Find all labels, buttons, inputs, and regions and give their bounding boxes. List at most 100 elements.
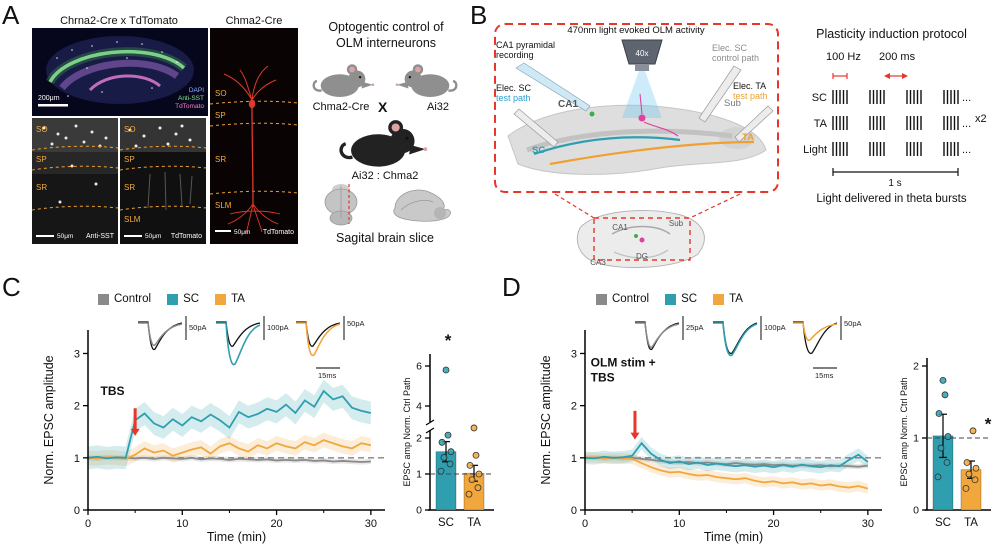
protocol-title: Plasticity induction protocol <box>816 27 967 41</box>
panel-c-bar-chart: 0 1 2 4 6 SC TA EPSC amp Norm. Ctrl Path * <box>402 331 494 529</box>
objective-magnification: 40x <box>636 49 649 58</box>
axis-break-mark <box>425 419 435 426</box>
image-caption: Anti-SST <box>86 233 115 240</box>
amplitude-scale-label: 50pA <box>189 323 207 332</box>
trace-post <box>713 322 758 357</box>
olm-neuron-drawing <box>223 65 281 235</box>
trace-inset-control: 50pA <box>138 316 207 351</box>
recording-schematic: 40x CA1 Sub DG CA3 <box>494 23 779 269</box>
mini-brain-schematic: CA1 Sub DG CA3 <box>576 209 705 269</box>
y-tick-label: 0 <box>571 505 577 517</box>
trace-post <box>793 322 838 342</box>
x-axis-label: Time (min) <box>704 530 763 544</box>
layer-label-sr: SR <box>215 155 226 164</box>
microscope-objective-icon <box>621 39 663 65</box>
y-axis-label: EPSC amp Norm. Ctrl Path <box>899 377 909 486</box>
stim-arrowhead <box>630 432 640 440</box>
data-point <box>475 470 483 478</box>
light-beam <box>622 71 662 118</box>
layer-label-sp: SP <box>124 155 135 164</box>
layer-boundary <box>32 205 118 211</box>
gap-arrowhead-left <box>884 73 890 79</box>
x-tick-label: 20 <box>767 518 779 530</box>
mini-olm-cell <box>639 237 645 243</box>
cross-parent2-label: Ai32 <box>426 101 450 113</box>
panel-c-trace-insets: 50pA 100pA 50pA 15ms <box>138 316 365 380</box>
protocol-gap-label: 200 ms <box>879 51 916 63</box>
y-tick-label: 1 <box>416 469 422 481</box>
data-point <box>972 464 980 472</box>
axis-break-mark <box>425 427 435 434</box>
data-point <box>934 473 942 481</box>
layer-label-so: SO <box>215 89 227 98</box>
amplitude-scale-label: 100pA <box>267 323 289 332</box>
stim-annotation-label: TBS <box>591 371 615 385</box>
pyramidal-cell-dot <box>589 111 595 117</box>
layer-boundary <box>32 145 118 151</box>
series-line-TA <box>87 439 372 460</box>
cross-caption: Sagital brain slice <box>336 231 434 245</box>
protocol-burst-rows: 1 s SC ... TA ... Light... <box>803 73 971 189</box>
trace-post <box>296 322 341 357</box>
category-label: TA <box>467 517 481 529</box>
elec-sc-test-label-line1: Elec. SC <box>496 83 532 93</box>
panel-c-legend: Control SC TA <box>98 293 245 305</box>
cross-offspring-label: Ai32 : Chma2 <box>351 170 419 182</box>
pyramidal-band <box>48 49 186 83</box>
elec-ta-label-line2: test path <box>733 91 768 101</box>
trace-pre <box>793 321 838 355</box>
y-tick-label: 1 <box>74 453 80 465</box>
elec-sc-control-label-line1: Elec. SC <box>712 43 748 53</box>
legend-swatch-ta <box>215 293 227 305</box>
recording-label-line2: recording <box>496 50 534 60</box>
data-point <box>466 461 474 469</box>
cerebellum <box>434 207 446 219</box>
layer-boundary <box>210 190 298 195</box>
data-point <box>935 410 943 417</box>
scale-bar-label: 200μm <box>38 95 60 102</box>
pyramidal-layer <box>526 128 733 153</box>
y-tick-label: 6 <box>416 361 422 373</box>
recording-label-line1: CA1 pyramidal <box>496 40 556 50</box>
y-axis-label: Norm. EPSC amplitude <box>539 355 553 484</box>
gap-arrowhead-right <box>902 73 908 79</box>
layer-label-sr: SR <box>124 183 135 192</box>
significance-marker: * <box>985 414 992 433</box>
image-caption: TdTomato <box>171 233 202 240</box>
mini-green-cell <box>634 234 638 238</box>
y-tick-label: 2 <box>571 401 577 413</box>
scale-bar-label: 50μm <box>145 233 161 240</box>
legend-swatch-sc <box>167 293 179 305</box>
elec-ta-label-line1: Elec. TA <box>733 81 767 91</box>
panel-d-label: D <box>502 272 521 302</box>
dapi-wash <box>46 36 194 104</box>
dentate-band <box>88 74 161 92</box>
legend-swatch-ta <box>713 293 725 305</box>
scale-bar-label: 50μm <box>57 233 73 240</box>
layer-boundary <box>120 145 206 151</box>
cortex-curve <box>400 200 434 211</box>
trace-post <box>635 322 680 348</box>
layer-label-slm: SLM <box>215 201 232 210</box>
timebar-label: 1 s <box>888 178 901 189</box>
y-tick-label: 4 <box>416 401 422 413</box>
error-band-SC <box>585 436 868 474</box>
layer-label-so: SO <box>124 125 136 134</box>
panel-d-legend: Control SC TA <box>596 293 743 305</box>
cell-speckles <box>56 41 178 97</box>
y-axis-label: Norm. EPSC amplitude <box>42 355 56 484</box>
mini-label-sub: Sub <box>669 219 684 228</box>
elec-sc-test-label-line2: test path <box>496 93 531 103</box>
data-point <box>440 454 448 461</box>
data-point <box>962 484 970 492</box>
panel-a-col1-title: Chrna2-Cre x TdTomato <box>60 15 178 27</box>
layer-label-so: SO <box>36 125 48 134</box>
cross-x-symbol: X <box>378 99 388 115</box>
amplitude-scale-label: 25pA <box>686 323 704 332</box>
x-tick-label: 0 <box>582 518 588 530</box>
data-point <box>941 391 949 399</box>
stim-arrowhead <box>130 428 140 436</box>
data-point <box>437 467 445 475</box>
time-scale-label: 15ms <box>815 371 834 380</box>
